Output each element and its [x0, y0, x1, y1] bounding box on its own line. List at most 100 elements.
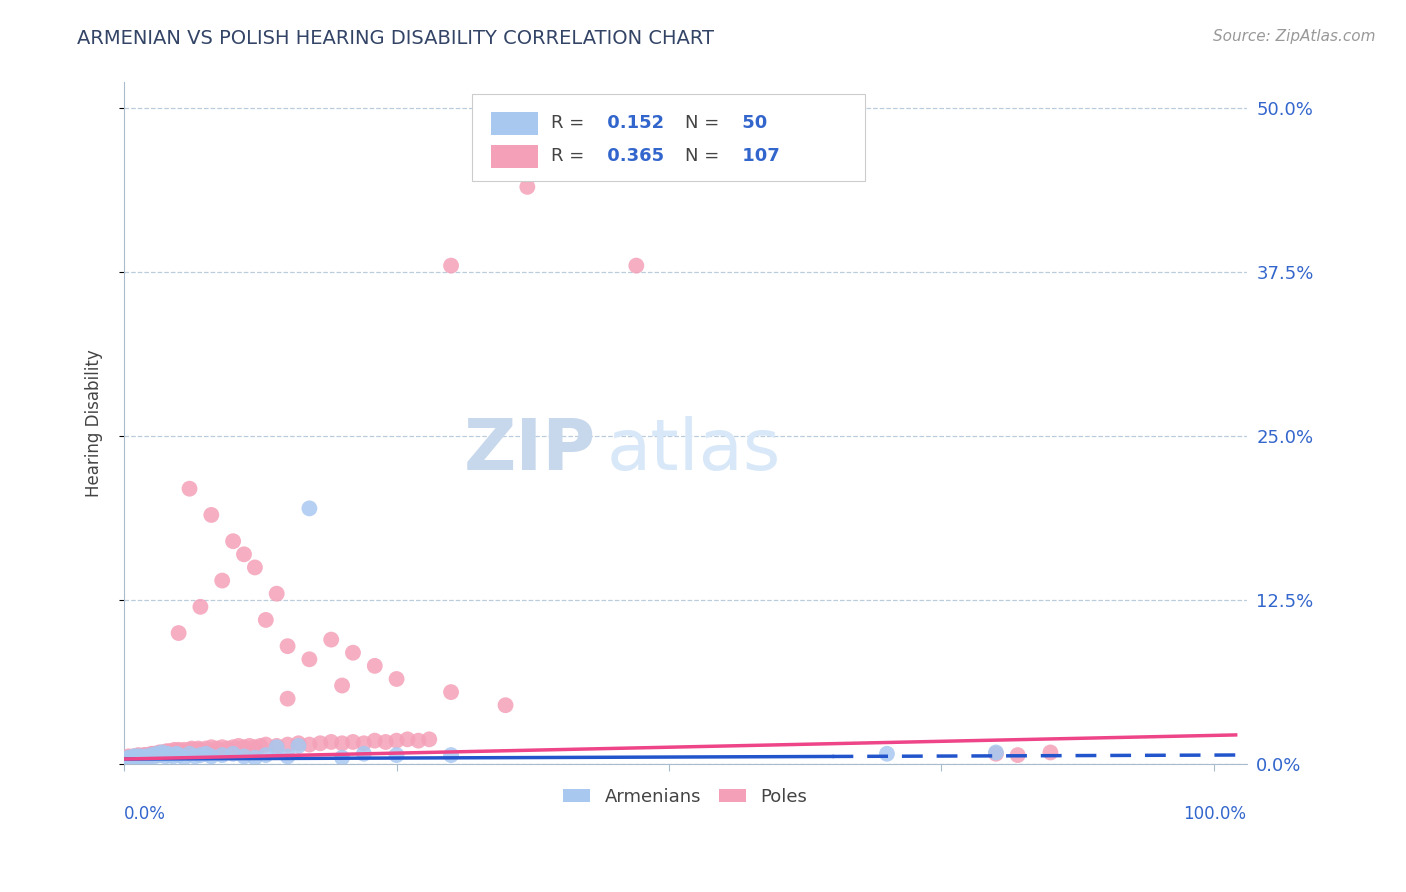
- Point: [131, 749, 153, 764]
- Point: [156, 747, 179, 761]
- Point: [179, 747, 201, 761]
- Point: [150, 746, 173, 760]
- Point: [254, 613, 277, 627]
- Point: [298, 501, 321, 516]
- Point: [153, 747, 176, 761]
- Point: [385, 733, 408, 747]
- Point: [125, 750, 148, 764]
- Point: [121, 752, 143, 766]
- Point: [128, 752, 150, 766]
- Point: [266, 739, 288, 753]
- Point: [385, 672, 408, 686]
- Point: [150, 746, 173, 760]
- Point: [131, 750, 153, 764]
- Point: [516, 180, 538, 194]
- Text: 0.152: 0.152: [602, 114, 664, 132]
- Text: ZIP: ZIP: [464, 416, 596, 485]
- Point: [142, 747, 165, 761]
- Point: [173, 750, 195, 764]
- Point: [396, 732, 419, 747]
- Point: [118, 752, 141, 766]
- FancyBboxPatch shape: [472, 94, 865, 181]
- Point: [128, 750, 150, 764]
- Point: [131, 750, 153, 764]
- Point: [330, 679, 353, 693]
- Point: [176, 744, 198, 758]
- Point: [120, 750, 142, 764]
- Point: [353, 747, 375, 761]
- Point: [277, 749, 299, 764]
- Text: R =: R =: [551, 146, 589, 165]
- Point: [173, 743, 195, 757]
- Point: [117, 749, 139, 764]
- FancyBboxPatch shape: [491, 112, 538, 135]
- Point: [117, 750, 139, 764]
- Point: [190, 743, 212, 757]
- Point: [132, 748, 155, 763]
- Text: 50: 50: [735, 114, 768, 132]
- Y-axis label: Hearing Disability: Hearing Disability: [86, 349, 103, 497]
- Point: [136, 750, 159, 764]
- Text: atlas: atlas: [607, 416, 782, 485]
- Point: [211, 740, 233, 755]
- Point: [170, 744, 193, 758]
- Point: [353, 736, 375, 750]
- Point: [146, 748, 169, 763]
- Point: [440, 685, 463, 699]
- Legend: Armenians, Poles: Armenians, Poles: [555, 780, 815, 814]
- Point: [238, 739, 260, 753]
- Point: [127, 749, 149, 764]
- Point: [135, 749, 157, 764]
- Point: [152, 746, 174, 760]
- Point: [184, 749, 207, 764]
- Text: 100.0%: 100.0%: [1184, 805, 1247, 823]
- Point: [129, 749, 152, 764]
- Point: [342, 646, 364, 660]
- Point: [179, 482, 201, 496]
- Point: [298, 652, 321, 666]
- Point: [385, 748, 408, 763]
- Point: [156, 744, 179, 758]
- Point: [1007, 748, 1029, 763]
- Point: [139, 748, 162, 763]
- Point: [187, 741, 209, 756]
- Point: [1039, 746, 1062, 760]
- Point: [418, 732, 440, 747]
- Point: [146, 747, 169, 761]
- Point: [122, 750, 145, 764]
- Point: [145, 747, 167, 761]
- Point: [125, 752, 148, 766]
- Point: [190, 599, 212, 614]
- Text: 0.365: 0.365: [602, 146, 664, 165]
- Point: [626, 259, 648, 273]
- Point: [440, 259, 463, 273]
- Point: [120, 753, 142, 767]
- Point: [136, 749, 159, 764]
- Point: [200, 749, 222, 764]
- Point: [876, 747, 898, 761]
- Point: [222, 747, 245, 761]
- Point: [148, 746, 170, 760]
- Point: [364, 658, 387, 673]
- Point: [233, 547, 256, 561]
- Point: [277, 738, 299, 752]
- Point: [165, 744, 187, 758]
- Text: 107: 107: [735, 146, 779, 165]
- Point: [127, 750, 149, 764]
- Point: [211, 574, 233, 588]
- Point: [141, 748, 163, 763]
- Point: [266, 587, 288, 601]
- Point: [122, 749, 145, 764]
- Point: [129, 749, 152, 764]
- Point: [277, 639, 299, 653]
- Point: [143, 748, 166, 763]
- Point: [309, 736, 332, 750]
- Point: [330, 750, 353, 764]
- Point: [180, 741, 202, 756]
- Point: [984, 746, 1007, 760]
- Point: [121, 749, 143, 764]
- Point: [143, 749, 166, 764]
- Point: [321, 735, 343, 749]
- Point: [155, 749, 177, 764]
- Point: [124, 749, 146, 764]
